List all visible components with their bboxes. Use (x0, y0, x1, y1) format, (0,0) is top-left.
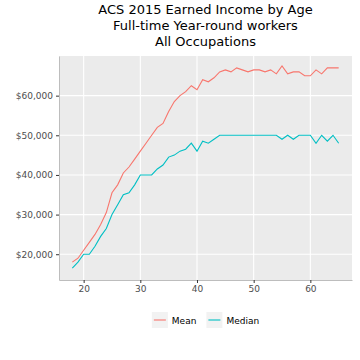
y-tick-label: $20,000 (16, 250, 53, 260)
y-grid-line (59, 174, 352, 175)
title-line: ACS 2015 Earned Income by Age (98, 2, 312, 17)
y-tick-label: $50,000 (16, 131, 53, 141)
x-tick-mark (140, 280, 141, 283)
x-grid-line (253, 56, 254, 280)
panel-background (59, 56, 352, 280)
legend-item: Median (206, 312, 259, 328)
x-grid-line (310, 56, 311, 280)
x-tick: 30 (135, 280, 147, 294)
chart-title: ACS 2015 Earned Income by AgeFull-time Y… (98, 2, 312, 49)
x-tick: 60 (305, 280, 317, 294)
y-tick: $60,000 (16, 91, 59, 101)
x-tick-label: 20 (78, 284, 90, 294)
series-line (72, 135, 338, 268)
y-tick: $50,000 (16, 131, 59, 141)
legend-key-bg (152, 312, 168, 328)
y-grid-line (59, 95, 352, 96)
series-group (72, 66, 338, 268)
legend-label: Median (226, 316, 259, 326)
y-tick-mark (56, 175, 59, 176)
x-tick-mark (254, 280, 255, 283)
legend-item: Mean (152, 312, 197, 328)
y-tick-mark (56, 135, 59, 136)
x-tick-label: 50 (248, 284, 260, 294)
y-tick: $40,000 (16, 170, 59, 180)
title-line: Full-time Year-round workers (113, 18, 298, 33)
x-axis: 20 30 40 50 60 (60, 280, 353, 294)
x-axis-line (60, 280, 353, 281)
y-grid-line (59, 214, 352, 215)
y-tick-label: $60,000 (16, 91, 53, 101)
y-tick-mark (56, 254, 59, 255)
plot-area: $20,000 $30,000 $40,000 $50,000 $60,000 20 30 4… (16, 56, 353, 294)
y-grid-line (59, 254, 352, 255)
legend-key (154, 319, 166, 320)
x-tick-mark (310, 280, 311, 283)
y-tick: $30,000 (16, 210, 59, 220)
x-tick: 20 (78, 280, 90, 294)
y-tick-mark (56, 96, 59, 97)
x-tick: 50 (248, 280, 260, 294)
x-tick-mark (84, 280, 85, 283)
title-line: All Occupations (155, 34, 256, 49)
y-tick-label: $30,000 (16, 210, 53, 220)
y-tick-mark (56, 215, 59, 216)
x-tick-label: 60 (305, 284, 317, 294)
legend: Mean Median (152, 312, 259, 328)
chart-container: ACS 2015 Earned Income by AgeFull-time Y… (0, 0, 360, 360)
x-tick: 40 (192, 280, 204, 294)
grid (59, 56, 352, 280)
x-grid-line (83, 56, 84, 280)
x-grid-line (140, 56, 141, 280)
series-line (72, 66, 338, 262)
y-tick-label: $40,000 (16, 170, 53, 180)
legend-key-bg (206, 312, 222, 328)
x-tick-label: 30 (135, 284, 147, 294)
y-axis-line (59, 57, 60, 281)
x-tick-mark (197, 280, 198, 283)
chart-svg: ACS 2015 Earned Income by AgeFull-time Y… (0, 0, 360, 360)
legend-label: Mean (172, 316, 197, 326)
x-tick-label: 40 (192, 284, 204, 294)
legend-key (208, 319, 220, 320)
y-axis: $20,000 $30,000 $40,000 $50,000 $60,000 (16, 57, 60, 281)
y-tick: $20,000 (16, 250, 59, 260)
